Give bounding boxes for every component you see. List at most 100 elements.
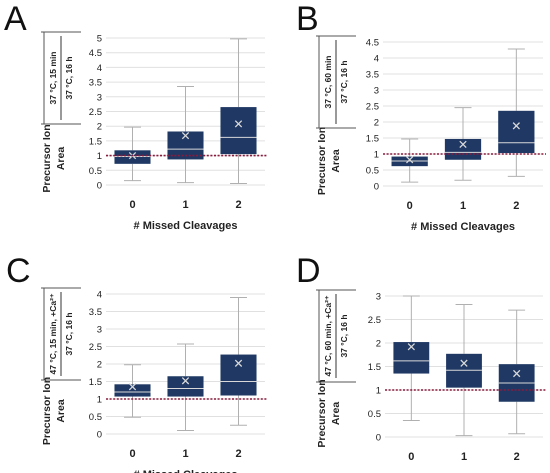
y-tick-label: 4.5 — [89, 48, 102, 59]
panel-b: B 0 0.5 1 1.5 2 2.5 3 3.5 4 4.5 0 1 2 # Missed Cleava… — [275, 0, 550, 236]
mean-marker — [128, 383, 137, 391]
panel-c: C 0 0.5 1 1.5 2 2.5 3 3.5 4 0 1 2 # Missed Cleavages… — [0, 236, 275, 473]
box-iqr — [498, 110, 535, 154]
x-tick-label: 2 — [514, 451, 520, 463]
box-iqr — [167, 376, 204, 397]
y-tick-label: 0.5 — [89, 166, 102, 177]
x-tick-label: 0 — [408, 451, 414, 463]
y-tick-label: 0 — [97, 430, 102, 441]
y-axis-title-line1: Precursor Ion — [316, 127, 328, 195]
y-tick-label: 3 — [376, 292, 381, 303]
x-tick-label: 0 — [407, 200, 413, 212]
chart-a: 0 0.5 1 1.5 2 2.5 3 3.5 4 4.5 5 0 1 2 # Missed Cleavag… — [41, 31, 268, 232]
y-tick-label: 3 — [97, 92, 102, 103]
panel-a: A 0 0.5 1 1.5 2 2.5 3 3.5 4 4.5 5 0 1 2 # Missed Cleav… — [0, 0, 275, 236]
condition-denominator: 37 °C, 16 h — [64, 312, 74, 355]
y-axis-title-line1: Precursor Ion — [41, 124, 53, 192]
y-tick-label: 3 — [97, 325, 102, 336]
y-tick-label: 1.5 — [368, 362, 381, 373]
condition-numerator: 37 °C, 15 min — [48, 51, 58, 104]
y-tick-label: 2 — [374, 118, 379, 129]
y-tick-label: 0 — [97, 181, 102, 192]
y-axis-title-line1: Precursor Ion — [316, 379, 328, 447]
y-tick-label: 1.5 — [366, 134, 379, 145]
condition-denominator: 37 °C, 16 h — [339, 314, 349, 357]
y-tick-label: 2.5 — [89, 342, 102, 353]
x-axis-title: # Missed Cleavages — [134, 220, 238, 232]
y-tick-label: 0.5 — [368, 409, 381, 420]
y-tick-label: 2 — [376, 339, 381, 350]
y-tick-label: 1 — [374, 150, 379, 161]
y-tick-label: 2.5 — [368, 315, 381, 326]
chart-b: 0 0.5 1 1.5 2 2.5 3 3.5 4 4.5 0 1 2 # Missed Cleavage… — [316, 35, 546, 233]
x-tick-label: 0 — [129, 199, 135, 211]
y-axis-title-line2: Area — [55, 399, 67, 423]
x-tick-label: 1 — [461, 451, 467, 463]
box-iqr — [220, 354, 257, 396]
y-tick-label: 2.5 — [366, 102, 379, 113]
mean-marker — [406, 156, 414, 164]
x-tick-label: 1 — [460, 200, 466, 212]
y-axis-title-line2: Area — [330, 402, 342, 426]
panel-label-a: A — [4, 0, 27, 38]
x-tick-label: 0 — [129, 448, 135, 460]
y-tick-label: 4 — [374, 54, 379, 65]
y-tick-label: 1 — [376, 386, 381, 397]
ratio-bracket — [316, 35, 356, 129]
x-tick-label: 2 — [513, 200, 519, 212]
chart-c: 0 0.5 1 1.5 2 2.5 3 3.5 4 0 1 2 # Missed Cleavages 47… — [41, 287, 268, 473]
mean-marker — [459, 140, 467, 149]
x-axis-title: # Missed Cleavages — [134, 469, 238, 473]
y-axis-title-line2: Area — [55, 147, 67, 171]
x-tick-label: 2 — [235, 448, 241, 460]
y-tick-label: 2.5 — [89, 107, 102, 118]
mean-marker — [407, 343, 415, 351]
y-tick-label: 2 — [97, 122, 102, 133]
mean-marker — [181, 377, 190, 385]
y-tick-label: 1 — [97, 395, 102, 406]
condition-numerator: 47 °C, 60 min, +Ca²⁺ — [323, 295, 333, 376]
condition-numerator: 37 °C, 60 min — [323, 55, 333, 108]
y-tick-label: 4.5 — [366, 38, 379, 49]
y-tick-label: 2 — [97, 360, 102, 371]
panel-label-b: B — [296, 0, 319, 38]
y-tick-label: 1.5 — [89, 136, 102, 147]
y-tick-label: 1 — [97, 151, 102, 162]
y-tick-label: 3.5 — [366, 70, 379, 81]
mean-marker — [234, 120, 243, 128]
condition-denominator: 37 °C, 16 h — [64, 56, 74, 99]
y-axis-title-line1: Precursor Ion — [41, 377, 53, 445]
y-axis-title-line2: Area — [330, 149, 342, 173]
mean-marker — [460, 359, 468, 367]
panel-label-c: C — [6, 252, 31, 290]
y-tick-label: 3 — [374, 86, 379, 97]
condition-denominator: 37 °C, 16 h — [339, 60, 349, 103]
box-iqr — [114, 150, 151, 164]
y-tick-label: 0 — [374, 182, 379, 193]
y-tick-label: 0 — [376, 433, 381, 444]
mean-marker — [181, 131, 190, 140]
x-tick-label: 2 — [235, 199, 241, 211]
y-tick-label: 0.5 — [366, 166, 379, 177]
y-tick-label: 4 — [97, 290, 102, 301]
mean-marker — [512, 122, 520, 130]
y-tick-label: 3.5 — [89, 307, 102, 318]
condition-numerator: 47 °C, 15 min, +Ca²⁺ — [48, 293, 58, 374]
box-iqr — [220, 107, 257, 155]
x-axis-title: # Missed Cleavages — [411, 221, 515, 233]
ratio-bracket — [41, 287, 81, 381]
y-tick-label: 0.5 — [89, 412, 102, 423]
x-tick-label: 1 — [182, 448, 188, 460]
ratio-bracket — [316, 289, 356, 383]
y-tick-label: 4 — [97, 63, 102, 74]
panel-label-d: D — [296, 252, 321, 290]
mean-marker — [234, 359, 243, 367]
y-tick-label: 1.5 — [89, 377, 102, 388]
y-tick-label: 5 — [97, 34, 102, 45]
ratio-bracket — [41, 31, 81, 125]
box-iqr — [114, 384, 151, 397]
box-iqr — [444, 138, 482, 160]
x-tick-label: 1 — [182, 199, 188, 211]
